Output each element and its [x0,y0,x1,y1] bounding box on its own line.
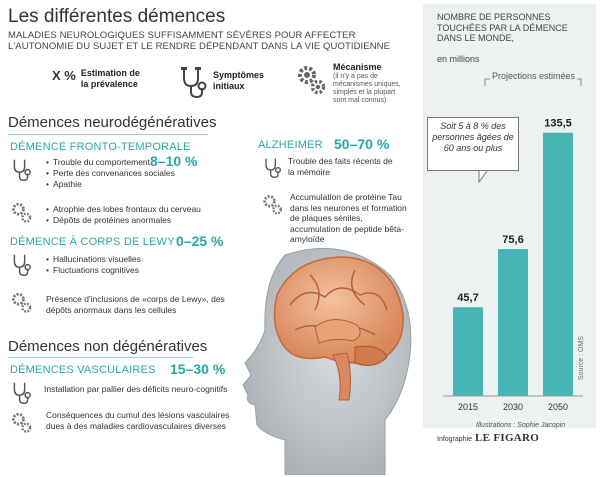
bar-2030 [498,249,528,396]
gears-icon [298,66,326,95]
illustration-credit: Illustrations : Sophie Jacopin [476,422,566,429]
ftd-name: DÉMENCE FRONTO-TEMPORALE [10,141,191,153]
bar-chart: 45,7 2015 75,6 2030 135,5 2050 [443,118,583,412]
bar-2015 [453,307,483,396]
brand-prefix: Infographie [437,436,473,443]
legend-symptoms: Symptômes initiaux [178,66,268,100]
x-tick-label: 2030 [503,402,523,412]
lewy-symptom: Hallucinations visuelles [46,254,141,265]
page-title: Les différentes démences [8,6,226,27]
lewy-symptom: Fluctuations cognitives [46,265,141,276]
lewy-mechanism-text: Présence d'inclusions de «corps de Lewy»… [46,294,225,315]
bar-value-label: 75,6 [502,234,523,246]
page-subtitle: MALADIES NEUROLOGIQUES SUFFISAMMENT SÉVÈ… [8,30,391,52]
bar-2050 [543,132,573,396]
lewy-mechanism: Présence d'inclusions de «corps de Lewy»… [10,290,226,315]
legend-prevalence: X % Estimation de la prévalence [52,68,141,90]
gears-icon [263,195,283,215]
vascular-symptoms: Installation par pallier des déficits ne… [10,380,227,406]
alzheimer-symptoms: Trouble des faits récents de la mémoire [262,156,398,180]
brand: Infographie LE FIGARO [437,432,539,444]
vascular-name: DÉMENCES VASCULAIRES [10,364,156,376]
legend-mechanism: Mécanisme (il n'y a pas de mécanismes un… [296,62,403,105]
head-brain-illustration [242,247,412,475]
x-tick-label: 2015 [458,402,478,412]
stethoscope-icon [265,158,281,179]
legend-symptoms-label: Symptômes initiaux [213,70,265,91]
chart-title: NOMBRE DE PERSONNES TOUCHÉES PAR LA DÉME… [437,12,568,43]
ftd-mechanism-item: Atrophie des lobes frontaux du cerveau [46,204,201,215]
chart-unit: en millions [437,54,480,64]
legend-mechanism-label: Mécanisme [333,62,382,72]
section-neurodegenerative: Démences neurodégénératives [8,114,217,131]
alzheimer-mechanism: Accumulation de protéine Tau dans les ne… [262,192,410,245]
stethoscope-icon [13,254,31,277]
brand-logo: LE FIGARO [475,432,540,444]
alzheimer-name: ALZHEIMER [258,139,323,151]
ftd-symptoms: Trouble du comportement Perte des conven… [10,157,175,190]
stethoscope-icon [13,382,31,405]
section-rule [8,134,208,135]
callout-box: Soit 5 à 8 % des personnes âgées de 60 a… [427,117,519,171]
projection-label: Projections estimées [490,71,578,81]
ftd-symptom: Perte des convenances sociales [46,168,175,179]
stethoscope-icon [13,159,31,182]
section-non-degenerative: Démences non dégénératives [8,338,208,355]
gears-icon [12,412,32,433]
legend-prevalence-label: Estimation de la prévalence [80,68,140,89]
lewy-name: DÉMENCE À CORPS DE LEWY [10,236,175,248]
lewy-symptoms: Hallucinations visuelles Fluctuations co… [10,252,141,278]
alzheimer-percentage: 50–70 % [334,136,390,152]
ftd-mechanism-item: Dépôts de protéines anormales [46,215,201,226]
lewy-percentage: 0–25 % [176,233,224,249]
vascular-mechanism: Conséquences du cumul des lésions vascul… [10,410,246,434]
alzheimer-symptom: Trouble des faits récents de la mémoire [288,156,393,177]
gears-icon [12,292,32,313]
prevalence-symbol: X % [52,68,76,83]
ftd-symptom: Apathie [46,179,175,190]
gears-icon [12,202,32,223]
source-label: Source : OMS [578,336,585,380]
bar-value-label: 45,7 [457,292,478,304]
alzheimer-mechanism-text: Accumulation de protéine Tau dans les ne… [290,192,407,244]
legend-mechanism-note: (il n'y a pas de mécanismes uniques, sim… [333,73,401,104]
callout-pointer [478,170,488,184]
vascular-mechanism-text: Conséquences du cumul des lésions vascul… [46,410,230,431]
bar-value-label: 135,5 [544,118,572,130]
ftd-symptom: Trouble du comportement [46,157,175,168]
ftd-mechanism: Atrophie des lobes frontaux du cerveau D… [10,200,201,226]
section-rule [8,357,193,358]
vascular-symptom: Installation par pallier des déficits ne… [44,384,228,394]
stethoscope-icon [181,67,207,99]
vascular-percentage: 15–30 % [170,361,226,377]
x-tick-label: 2050 [548,402,568,412]
